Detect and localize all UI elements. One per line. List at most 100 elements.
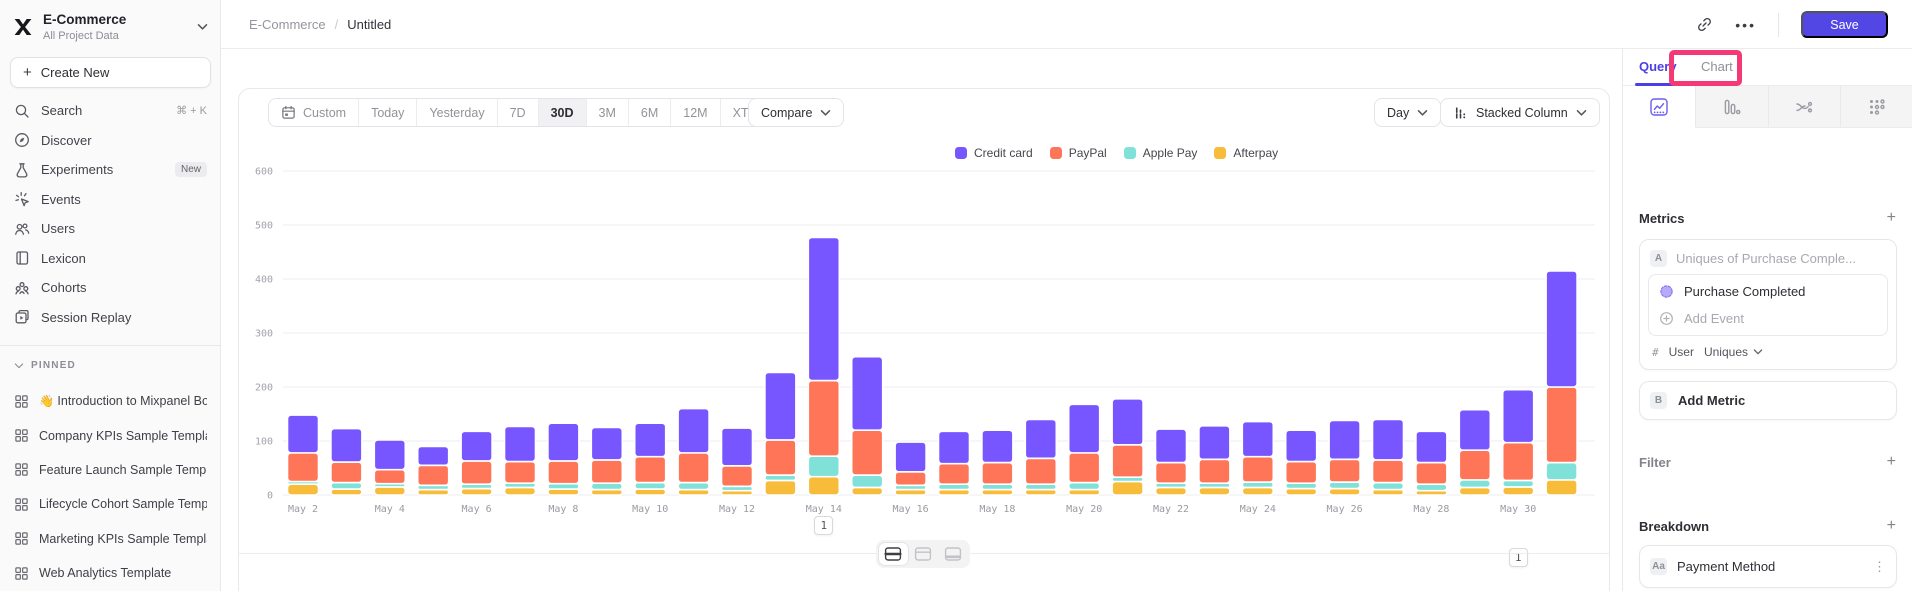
aggregation-row[interactable]: # User Uniques [1640,336,1896,369]
pinned-board-item[interactable]: Feature Launch Sample Template [0,453,221,487]
bar-segment[interactable] [1111,443,1144,478]
bar-segment[interactable] [981,483,1014,491]
bar-segment[interactable] [286,483,320,496]
bar-segment[interactable] [416,445,450,467]
bar-segment[interactable] [1111,480,1144,496]
breadcrumb-page[interactable]: Untitled [347,17,392,32]
bar-segment[interactable] [1458,486,1492,496]
bar-segment[interactable] [286,452,320,483]
bar-segment[interactable] [1545,386,1578,464]
bar-segment[interactable] [1154,461,1188,484]
bar-segment[interactable] [547,488,580,496]
annotation-badge-may-14[interactable]: 1 [814,516,834,535]
sidebar-item-session-replay[interactable]: Session Replay [0,303,221,333]
bar-segment[interactable] [1545,270,1578,388]
bar-segment[interactable] [416,464,450,487]
tab-query[interactable]: Query [1639,59,1677,74]
sidebar-item-cohorts[interactable]: Cohorts [0,273,221,303]
bar-segment[interactable] [764,439,797,476]
bar-segment[interactable] [1545,461,1578,481]
sidebar-item-search[interactable]: Search ⌘ + K [0,96,221,126]
bar-segment[interactable] [1241,486,1275,496]
bar-segment[interactable] [286,414,320,454]
bar-segment[interactable] [850,486,884,496]
save-button[interactable]: Save [1801,11,1888,38]
bar-segment[interactable] [981,461,1014,486]
bar-segment[interactable] [1154,428,1188,464]
bar-segment[interactable] [981,488,1014,496]
bar-segment[interactable] [1328,481,1361,490]
bar-segment[interactable] [547,482,580,490]
bar-segment[interactable] [590,482,624,491]
bar-segment[interactable] [1328,487,1361,496]
bar-segment[interactable] [720,427,754,467]
bar-segment[interactable] [460,460,493,486]
range-6m[interactable]: 6M [629,99,672,126]
bar-segment[interactable] [937,462,971,485]
bar-segment[interactable] [590,426,624,461]
bar-segment[interactable] [894,441,927,473]
more-menu-button[interactable]: ••• [1735,16,1756,33]
bar-segment[interactable] [850,429,884,476]
bar-segment[interactable] [1501,486,1535,496]
bar-segment[interactable] [1198,486,1231,496]
add-breakdown-plus-icon[interactable]: + [1886,517,1896,534]
bar-segment[interactable] [764,479,797,496]
range-7d[interactable]: 7D [498,99,539,126]
legend-item-credit-card[interactable]: Credit card [955,146,1033,160]
bar-segment[interactable] [330,461,363,484]
bar-segment[interactable] [633,481,667,490]
tab-chart[interactable]: Chart [1701,59,1733,74]
bar-segment[interactable] [330,481,363,490]
bar-segment[interactable] [1371,418,1405,461]
sidebar-item-users[interactable]: Users [0,214,221,244]
bar-segment[interactable] [1154,486,1188,496]
bar-segment[interactable] [850,474,884,489]
legend-item-afterpay[interactable]: Afterpay [1214,146,1278,160]
bar-segment[interactable] [460,487,493,496]
event-row[interactable]: Purchase Completed [1649,275,1887,308]
bar-segment[interactable] [1284,482,1318,490]
bar-segment[interactable] [633,455,667,484]
bar-segment[interactable] [1415,461,1448,486]
bar-segment[interactable] [981,429,1014,464]
pinned-board-item[interactable]: 👋 Introduction to Mixpanel Board [0,384,221,418]
bar-segment[interactable] [894,470,927,487]
bar-segment[interactable] [1024,488,1058,496]
bar-segment[interactable] [1241,420,1275,458]
bar-segment[interactable] [720,465,754,488]
bar-segment[interactable] [373,468,407,485]
project-switcher[interactable]: E-Commerce All Project Data [0,0,220,52]
bar-segment[interactable] [1501,479,1535,488]
sidebar-item-events[interactable]: Events [0,185,221,215]
report-tab-funnels[interactable] [1695,86,1769,127]
sidebar-item-experiments[interactable]: Experiments New [0,155,221,185]
bar-segment[interactable] [677,407,710,454]
range-today[interactable]: Today [359,99,418,126]
range-30d[interactable]: 30D [538,99,587,126]
bar-segment[interactable] [503,460,537,484]
sidebar-item-discover[interactable]: Discover [0,126,221,156]
layout-bottom-button[interactable] [938,543,967,565]
bar-segment[interactable] [677,452,710,484]
bar-segment[interactable] [330,488,363,496]
bar-segment[interactable] [764,371,797,441]
bar-segment[interactable] [1241,455,1275,483]
bar-segment[interactable] [894,488,927,496]
pinned-board-item[interactable]: Company KPIs Sample Template [0,418,221,452]
range-yesterday[interactable]: Yesterday [417,99,498,126]
legend-item-paypal[interactable]: PayPal [1049,146,1107,160]
bar-segment[interactable] [937,488,971,496]
bar-segment[interactable] [547,460,580,485]
pinned-board-item[interactable]: Marketing KPIs Sample Template [0,522,221,556]
bar-segment[interactable] [1111,398,1144,446]
bar-segment[interactable] [764,474,797,482]
bar-segment[interactable] [1067,481,1101,491]
pinned-board-item[interactable]: Lifecycle Cohort Sample Template [0,487,221,521]
sidebar-item-lexicon[interactable]: Lexicon [0,244,221,274]
compare-button[interactable]: Compare [748,98,845,127]
breakdown-card[interactable]: Aa Payment Method ⋮ [1639,545,1897,588]
create-new-button[interactable]: + Create New [10,57,211,88]
report-tab-insights[interactable] [1623,86,1696,128]
layout-split-button[interactable] [879,543,908,565]
